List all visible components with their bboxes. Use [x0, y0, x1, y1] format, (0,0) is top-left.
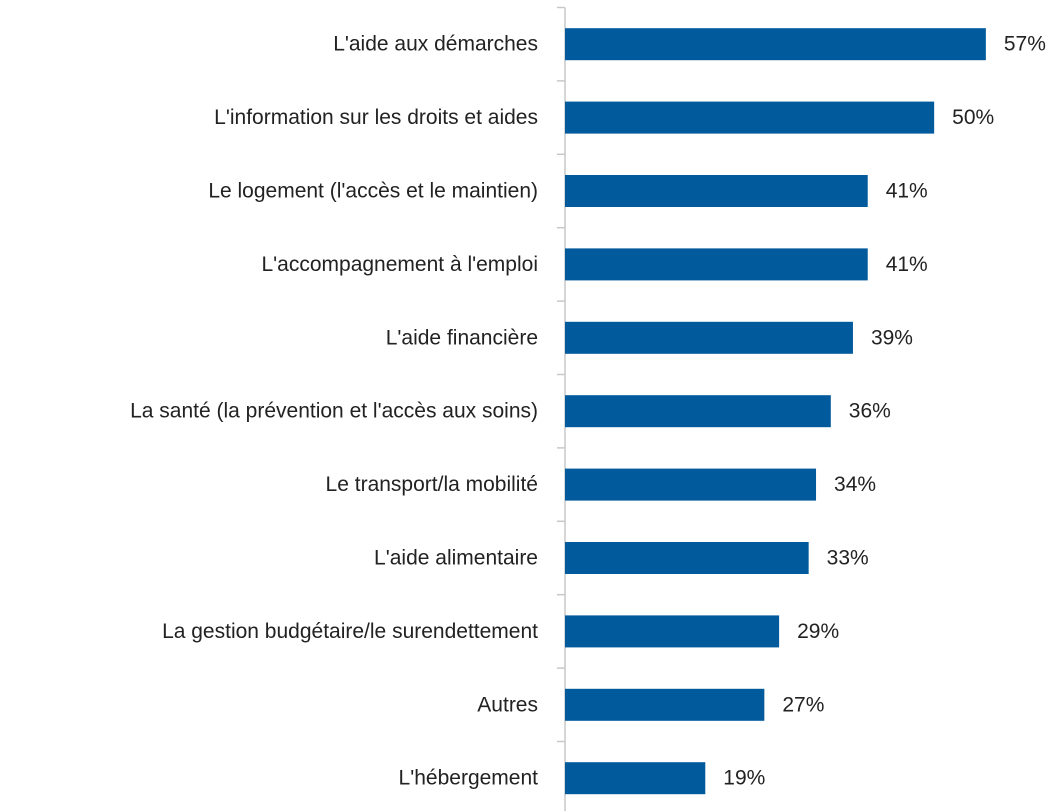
category-label: Le logement (l'accès et le maintien) [208, 180, 538, 203]
bar [565, 615, 780, 648]
value-label: 33% [827, 547, 869, 570]
value-label: 36% [849, 400, 891, 423]
bar [565, 175, 868, 207]
value-label: 19% [723, 767, 765, 790]
bar [565, 248, 868, 281]
value-label: 41% [886, 180, 928, 203]
category-label: L'information sur les droits et aides [214, 106, 538, 129]
value-label: 34% [834, 473, 876, 496]
bar [565, 28, 986, 61]
value-label: 29% [797, 620, 839, 643]
value-label: 39% [871, 326, 913, 349]
category-label: La gestion budgétaire/le surendettement [162, 620, 538, 643]
category-label: Autres [477, 693, 538, 716]
bar [565, 321, 853, 354]
bar [565, 762, 706, 795]
value-label: 41% [886, 253, 928, 276]
bar [565, 468, 817, 501]
bar [565, 395, 831, 428]
bar [565, 101, 935, 134]
category-label: L'aide financière [386, 326, 538, 349]
value-label: 27% [782, 693, 824, 716]
category-label: L'accompagnement à l'emploi [261, 253, 538, 276]
bar [565, 688, 765, 721]
category-label: L'hébergement [399, 767, 539, 790]
category-label: La santé (la prévention et l'accès aux s… [130, 400, 538, 423]
value-label: 50% [952, 106, 994, 129]
category-label: L'aide alimentaire [374, 547, 538, 570]
value-label: 57% [1004, 33, 1046, 56]
category-label: L'aide aux démarches [333, 33, 538, 56]
category-label: Le transport/la mobilité [326, 473, 538, 496]
bar [565, 542, 809, 574]
